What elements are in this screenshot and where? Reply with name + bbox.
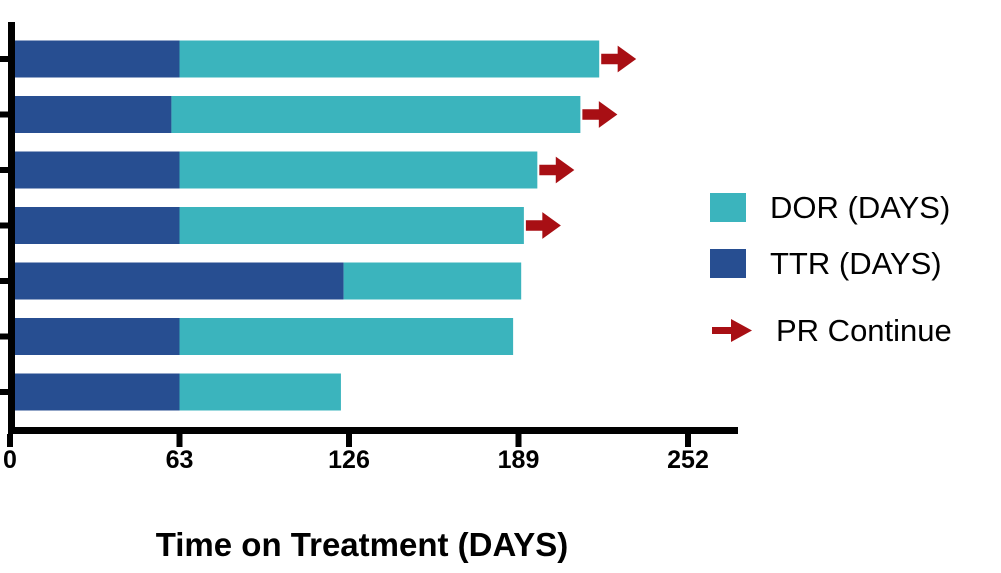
bar-segment-dor (179, 151, 538, 189)
pr-continue-arrow (601, 45, 637, 73)
legend-swatch-ttr (710, 249, 746, 278)
legend-label-ttr: TTR (DAYS) (770, 246, 942, 281)
x-tick (346, 434, 352, 447)
legend: DOR (DAYS) TTR (DAYS) PR Continue (710, 190, 952, 348)
y-tick (0, 333, 13, 340)
y-tick (0, 278, 13, 284)
x-tick (685, 434, 691, 447)
x-tick (515, 434, 522, 447)
x-tick-label: 0 (3, 446, 17, 474)
bar-segment-dor (179, 318, 514, 355)
y-tick (0, 111, 13, 118)
x-tick (7, 434, 13, 447)
bar-segment-dor (343, 262, 522, 300)
legend-swatch-dor (710, 193, 746, 222)
legend-label-pr-continue: PR Continue (776, 313, 952, 348)
bar-segment-ttr (13, 373, 180, 411)
pr-continue-arrow (582, 101, 618, 128)
legend-label-dor: DOR (DAYS) (770, 190, 950, 225)
bar-segment-dor (179, 40, 600, 78)
pr-continue-arrow (539, 156, 575, 184)
y-tick (0, 222, 13, 229)
x-tick-label: 63 (166, 446, 194, 474)
x-tick-label: 252 (667, 446, 709, 474)
bar-segment-dor (171, 96, 581, 133)
bar-segment-ttr (13, 207, 180, 244)
bar-segment-ttr (13, 96, 172, 133)
bar-segment-ttr (13, 318, 180, 355)
x-tick (176, 434, 183, 447)
x-axis (8, 427, 738, 434)
x-axis-title: Time on Treatment (DAYS) (156, 526, 569, 563)
y-tick (0, 389, 13, 395)
plot-area: 0 63 126 189 252 (0, 22, 738, 474)
bar-segment-ttr (13, 262, 344, 300)
y-axis (8, 22, 15, 434)
legend-arrow-icon (712, 319, 752, 342)
bar-segment-ttr (13, 151, 180, 189)
bar-segment-dor (179, 373, 341, 411)
x-tick-label: 189 (498, 446, 540, 474)
pr-continue-arrow (525, 212, 561, 239)
y-tick (0, 56, 13, 62)
bar-segment-ttr (13, 40, 180, 78)
bar-segment-dor (179, 207, 524, 244)
y-tick (0, 167, 13, 173)
x-tick-label: 126 (328, 446, 370, 474)
